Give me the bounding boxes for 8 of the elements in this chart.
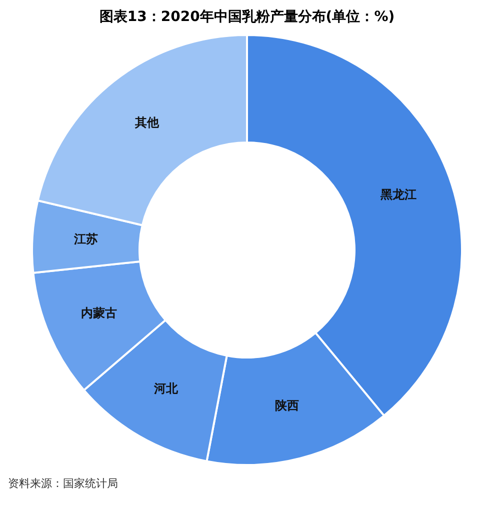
slice-label: 河北 — [153, 382, 180, 396]
chart-title: 图表13：2020年中国乳粉产量分布(单位：%) — [98, 8, 396, 26]
slice-label: 江苏 — [73, 232, 98, 246]
slice-label: 陕西 — [275, 398, 300, 412]
slice-label: 内蒙古 — [81, 306, 118, 320]
text: 资料来源：国家统计局 — [8, 476, 119, 491]
slice-label: 黑龙江 — [380, 188, 417, 202]
slice-label: 其他 — [134, 116, 160, 130]
